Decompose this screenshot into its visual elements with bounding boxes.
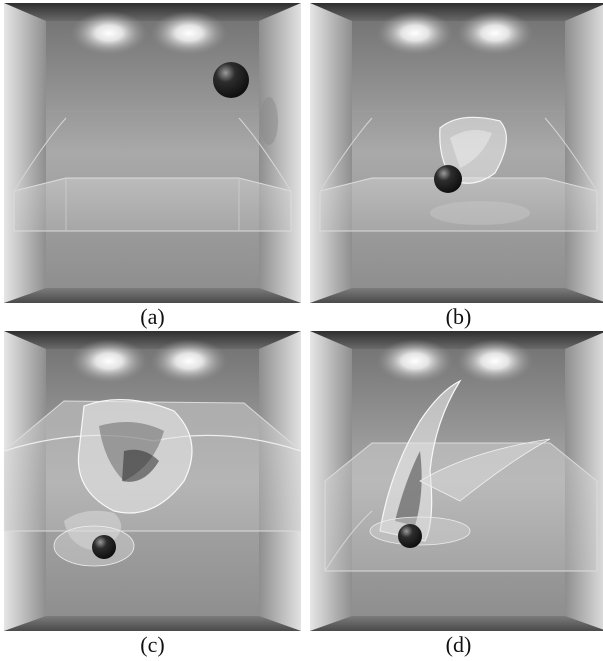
panel-d-image — [310, 331, 603, 631]
caption-c: (c) — [140, 632, 165, 657]
panel-c-image — [4, 331, 301, 631]
caption-d: (d) — [445, 632, 472, 657]
caption-b: (b) — [445, 304, 472, 329]
panel-a-image — [4, 3, 301, 303]
panel-b-image — [310, 3, 603, 303]
caption-a: (a) — [140, 304, 165, 329]
